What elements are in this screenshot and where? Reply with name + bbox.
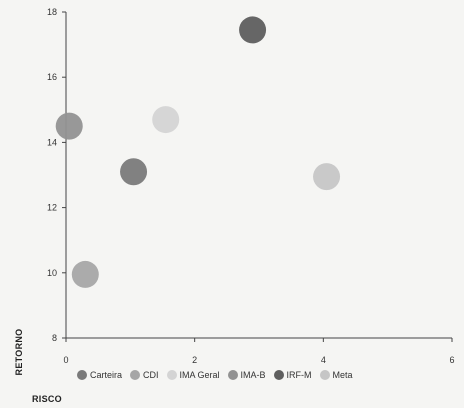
point-irf-m — [239, 16, 267, 44]
legend-swatch — [273, 370, 284, 380]
x-tick-label: 4 — [321, 355, 326, 365]
x-tick-label: 0 — [63, 355, 68, 365]
legend-item: CDI — [130, 370, 159, 380]
legend-item: IMA Geral — [166, 370, 220, 380]
y-axis-title: RETORNO — [14, 329, 24, 376]
x-tick-label: 2 — [192, 355, 197, 365]
legend-item: IMA-B — [227, 370, 266, 380]
legend-label: IRF-M — [286, 370, 312, 380]
point-ima-b — [55, 112, 83, 140]
point-cdi — [71, 260, 99, 288]
y-tick-label: 16 — [47, 72, 57, 82]
y-tick-label: 18 — [47, 7, 57, 17]
legend-swatch — [166, 370, 177, 380]
legend-swatch — [227, 370, 238, 380]
legend-swatch — [319, 370, 330, 380]
legend-item: IRF-M — [273, 370, 312, 380]
legend-label: CDI — [143, 370, 159, 380]
legend-item: Meta — [319, 370, 353, 380]
x-axis-title: RISCO — [32, 394, 62, 404]
point-ima-geral — [152, 106, 180, 134]
point-carteira — [120, 158, 148, 186]
x-tick-label: 6 — [449, 355, 454, 365]
legend-label: IMA-B — [240, 370, 266, 380]
legend-swatch — [130, 370, 141, 380]
y-tick-label: 10 — [47, 268, 57, 278]
legend-item: Carteira — [77, 370, 122, 380]
y-tick-label: 8 — [52, 333, 57, 343]
legend-label: IMA Geral — [179, 370, 220, 380]
legend-swatch — [77, 370, 87, 380]
chart-legend: Carteira CDI IMA Geral IMA-B IRF-M Meta — [77, 370, 353, 380]
legend-label: Carteira — [90, 370, 123, 380]
y-tick-label: 12 — [47, 203, 57, 213]
y-tick-label: 14 — [47, 137, 57, 147]
legend-label: Meta — [332, 370, 353, 380]
point-meta — [313, 163, 341, 191]
